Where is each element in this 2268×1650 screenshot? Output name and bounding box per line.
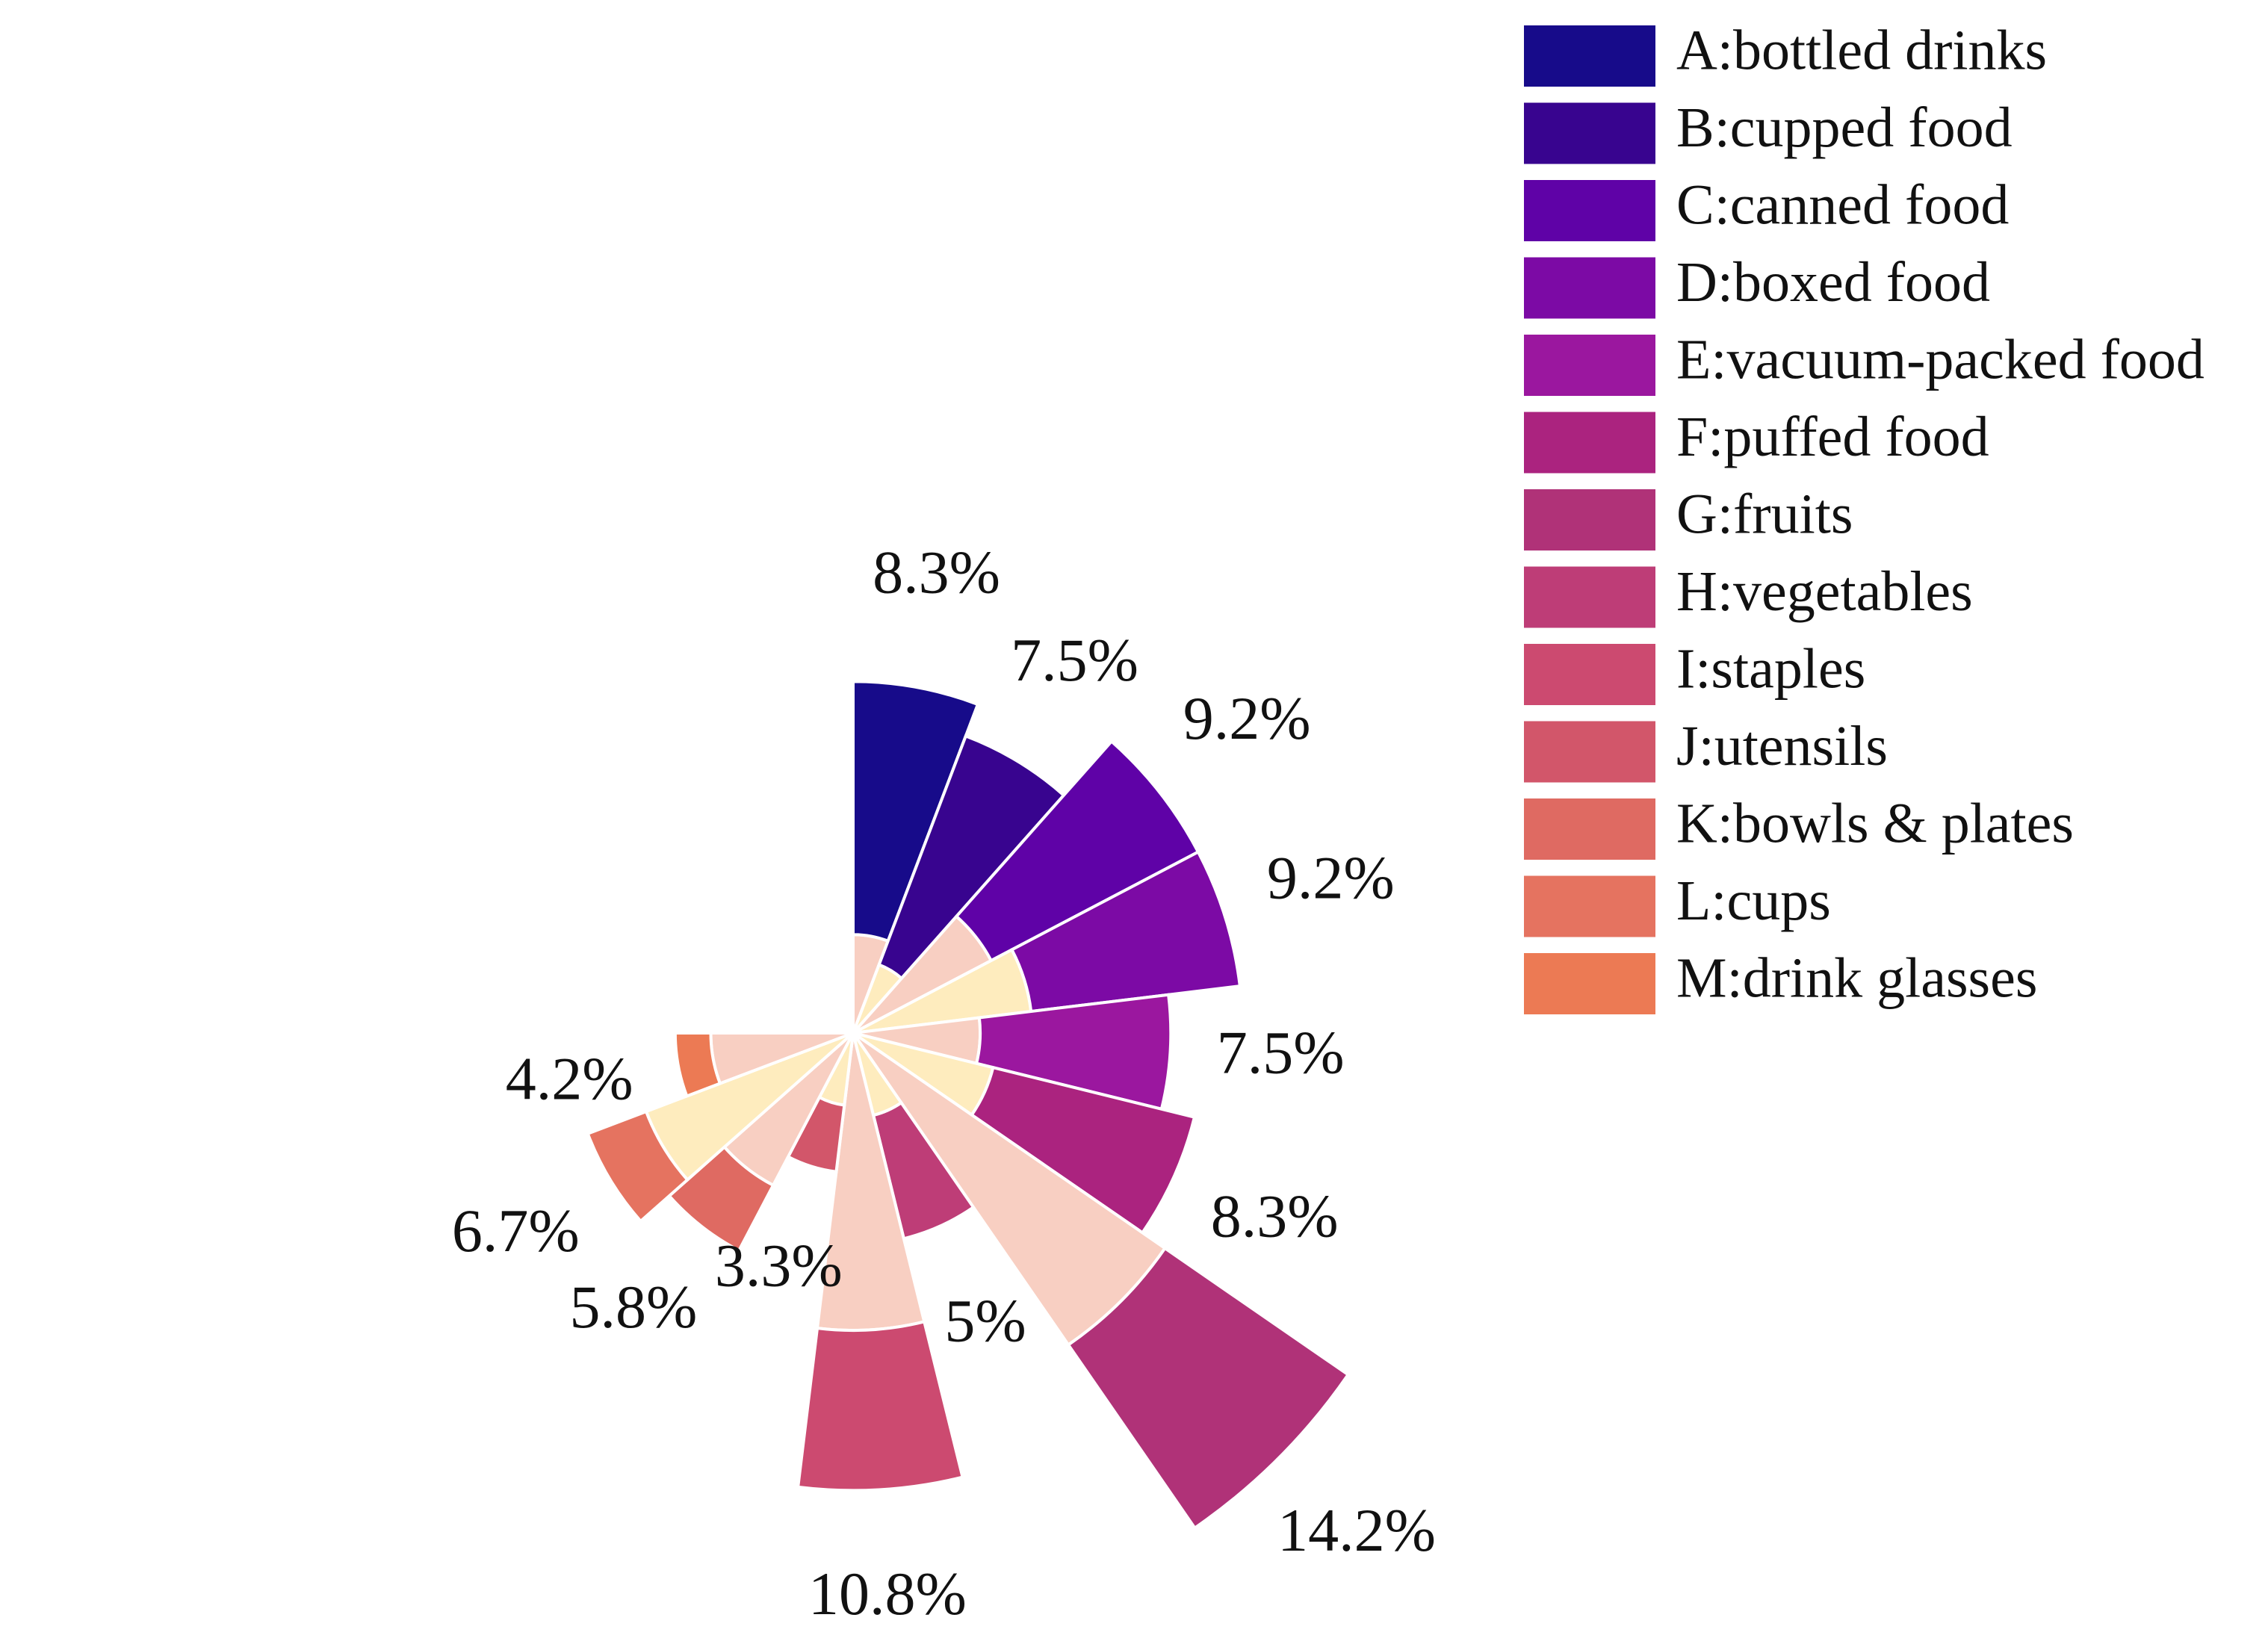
percent-label-f: 8.3% (1211, 1182, 1339, 1250)
percent-label-e: 7.5% (1217, 1018, 1345, 1086)
percent-labels: 8.3%7.5%9.2%9.2%7.5%8.3%14.2%5%10.8%3.3%… (452, 538, 1436, 1627)
legend-swatch-f (1524, 412, 1655, 474)
legend-swatch-e (1524, 335, 1655, 396)
legend-label-g: G:fruits (1676, 483, 1853, 545)
legend-swatch-l (1524, 875, 1655, 937)
legend-swatch-i (1524, 644, 1655, 705)
legend-label-i: I:staples (1676, 637, 1865, 700)
legend-label-c: C:canned food (1676, 173, 2009, 236)
legend-swatch-m (1524, 953, 1655, 1014)
percent-label-c: 9.2% (1183, 684, 1311, 752)
rose-slices (586, 680, 1351, 1530)
legend-label-a: A:bottled drinks (1676, 19, 2047, 81)
percent-label-m: 4.2% (506, 1044, 633, 1112)
legend-label-h: H:vegetables (1676, 560, 1973, 623)
outer-slice-d (1009, 849, 1242, 1014)
legend-swatch-a (1524, 25, 1655, 87)
outer-slice-i (796, 1320, 964, 1492)
percent-label-b: 7.5% (1011, 626, 1138, 694)
legend-label-f: F:puffed food (1676, 406, 1989, 468)
legend-swatch-j (1524, 721, 1655, 783)
legend-swatch-b (1524, 102, 1655, 164)
legend-label-d: D:boxed food (1676, 251, 1990, 314)
percent-label-i: 10.8% (808, 1560, 967, 1628)
legend-swatch-c (1524, 180, 1655, 241)
percent-label-h: 5% (944, 1286, 1026, 1354)
legend-label-k: K:bowls & plates (1676, 792, 2074, 855)
legend-label-e: E:vacuum-packed food (1676, 328, 2205, 391)
outer-slice-l (586, 1109, 690, 1223)
outer-slice-g (1066, 1246, 1351, 1530)
legend-swatch-d (1524, 257, 1655, 319)
legend-label-m: M:drink glasses (1676, 946, 2037, 1009)
percent-label-j: 3.3% (715, 1232, 843, 1300)
legend-swatch-g (1524, 489, 1655, 550)
percent-label-a: 8.3% (873, 538, 1000, 606)
legend-label-j: J:utensils (1676, 715, 1888, 778)
legend: A:bottled drinks B:cupped food C:canned fo… (1524, 19, 2205, 1014)
outer-slice-m (673, 1032, 722, 1099)
legend-label-b: B:cupped food (1676, 96, 2013, 159)
outer-slice-a (852, 680, 980, 943)
percent-label-g: 14.2% (1277, 1496, 1436, 1564)
percent-label-l: 6.7% (452, 1197, 580, 1265)
legend-swatch-h (1524, 566, 1655, 628)
legend-swatch-k (1524, 798, 1655, 860)
percent-label-k: 5.8% (570, 1273, 698, 1341)
legend-label-l: L:cups (1676, 869, 1831, 932)
percent-label-d: 9.2% (1267, 844, 1395, 912)
